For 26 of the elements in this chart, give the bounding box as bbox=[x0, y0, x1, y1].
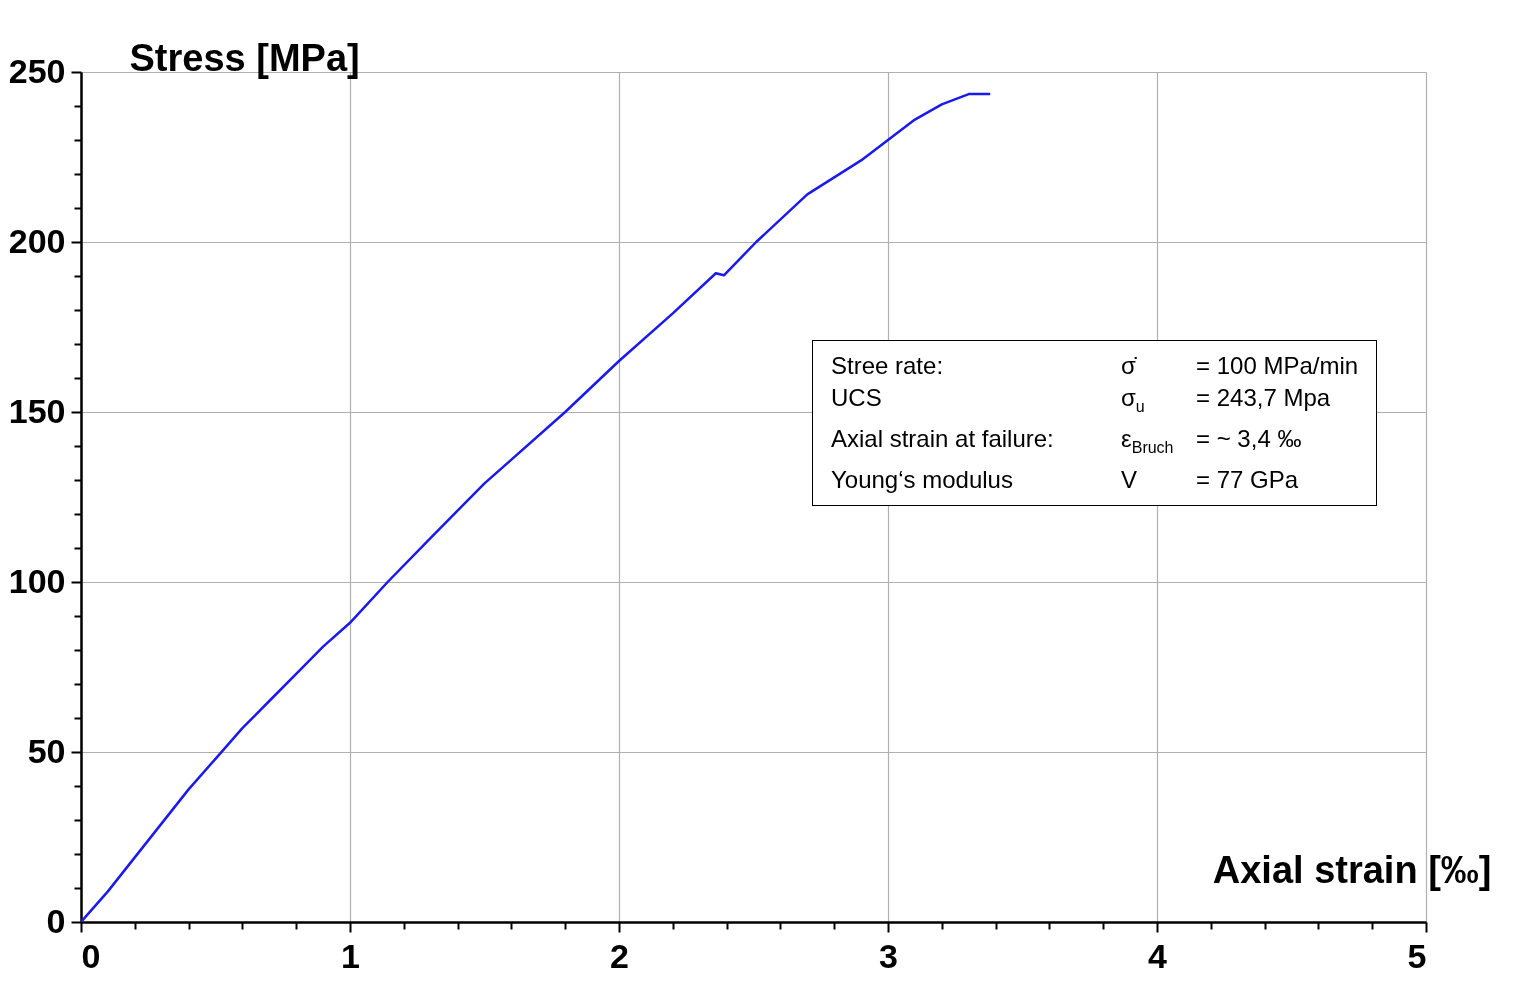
x-tick-label: 5 bbox=[1407, 936, 1427, 975]
x-axis-title: Axial strain [‰] bbox=[1212, 848, 1492, 891]
y-tick-label: 100 bbox=[8, 561, 66, 600]
x-tick-label: 0 bbox=[81, 936, 101, 975]
annotation: Young‘s modulus bbox=[831, 464, 1014, 495]
y-tick-label: 50 bbox=[27, 731, 66, 770]
y-tick-label: 250 bbox=[8, 51, 66, 90]
annotation: UCS bbox=[831, 383, 883, 413]
annotation: = 100 MPa/min bbox=[1196, 351, 1359, 381]
annotation: ε$_{Bruch}$ bbox=[1121, 423, 1175, 458]
annotation: σ̇ bbox=[1121, 351, 1138, 381]
annotation: = 243,7 Mpa bbox=[1196, 383, 1332, 413]
annotation: = ~ 3,4 ‰ bbox=[1196, 423, 1303, 454]
y-tick-label: 0 bbox=[46, 901, 66, 940]
y-tick-label: 200 bbox=[8, 221, 66, 260]
x-tick-label: 1 bbox=[341, 936, 360, 975]
x-tick-label: 2 bbox=[610, 936, 629, 975]
annotation: = 77 GPa bbox=[1196, 464, 1300, 495]
x-tick-label: 3 bbox=[879, 936, 898, 975]
annotation: Axial strain at failure: bbox=[831, 423, 1055, 454]
annotation: V bbox=[1121, 464, 1138, 495]
x-tick-label: 4 bbox=[1148, 936, 1168, 975]
y-tick-label: 150 bbox=[8, 391, 66, 430]
y-axis-title: Stress [MPa] bbox=[129, 36, 360, 79]
annotation: Stree rate: bbox=[831, 351, 945, 381]
annotation: σ$_{u}$ bbox=[1121, 383, 1146, 417]
